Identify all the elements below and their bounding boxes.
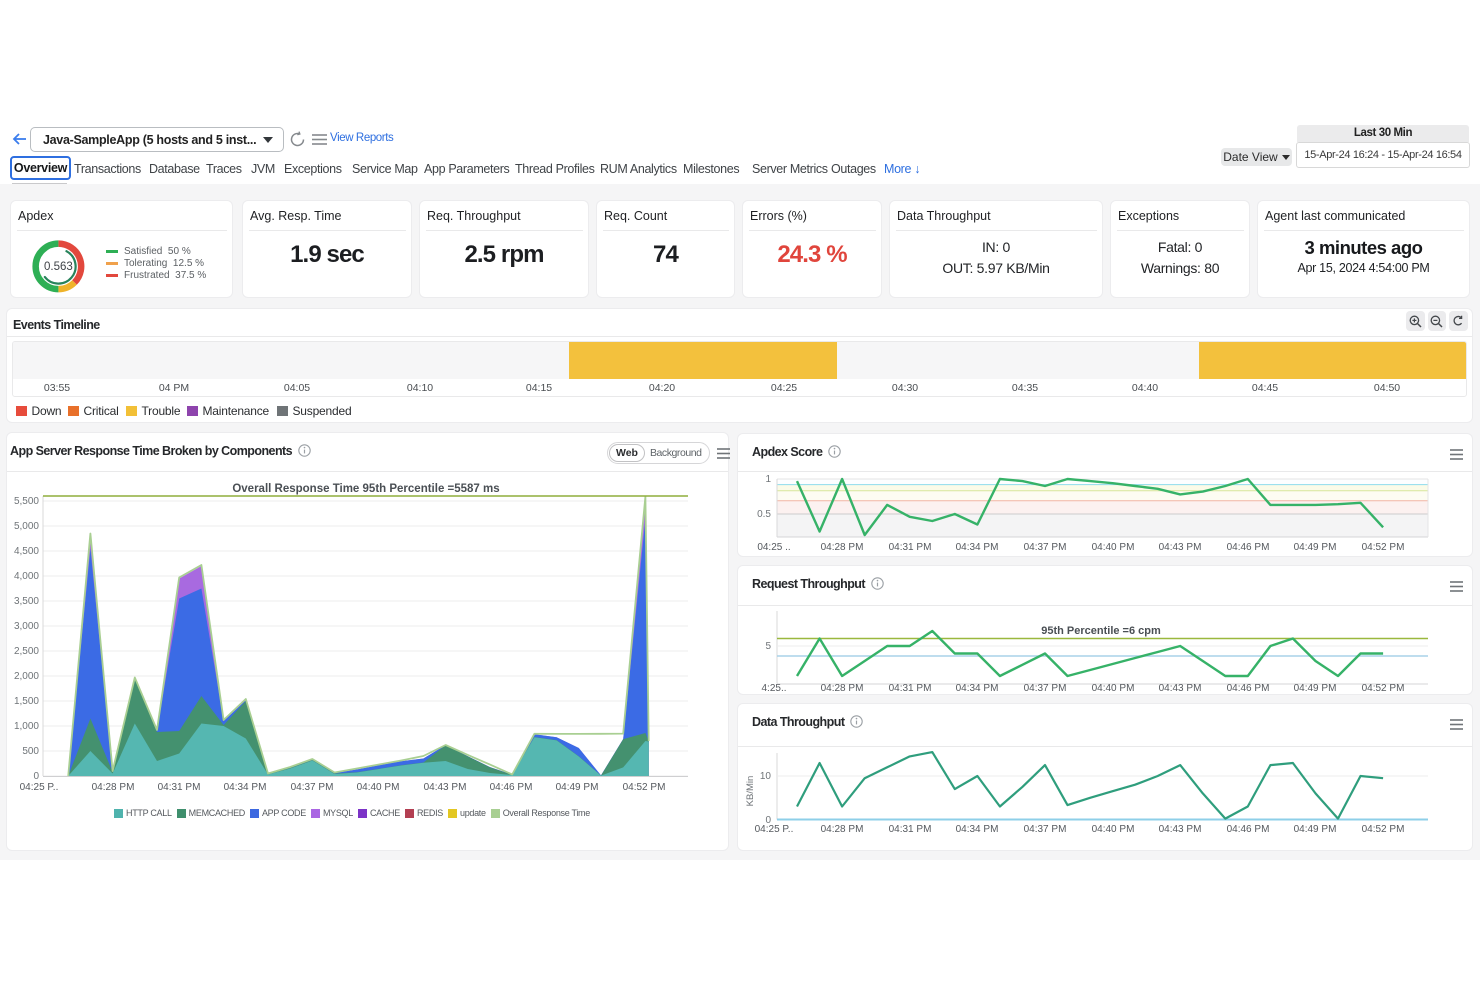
svg-text:04:49 PM: 04:49 PM <box>556 782 599 793</box>
svg-text:3,000: 3,000 <box>14 621 39 632</box>
svg-text:2,500: 2,500 <box>14 646 39 657</box>
svg-text:3,500: 3,500 <box>14 596 39 607</box>
svg-text:04:34 PM: 04:34 PM <box>224 782 267 793</box>
svg-text:04:43 PM: 04:43 PM <box>1159 683 1202 694</box>
svg-text:1,500: 1,500 <box>14 696 39 707</box>
svg-text:04:49 PM: 04:49 PM <box>1294 683 1337 694</box>
svg-text:04:25 P..: 04:25 P.. <box>755 824 794 835</box>
svg-text:04:34 PM: 04:34 PM <box>956 542 999 553</box>
svg-text:04:28 PM: 04:28 PM <box>821 683 864 694</box>
svg-text:04:43 PM: 04:43 PM <box>1159 542 1202 553</box>
svg-text:4,000: 4,000 <box>14 571 39 582</box>
svg-text:1: 1 <box>765 474 771 485</box>
svg-text:04:40 PM: 04:40 PM <box>1092 824 1135 835</box>
svg-text:04:52 PM: 04:52 PM <box>1362 683 1405 694</box>
svg-text:04:49 PM: 04:49 PM <box>1294 542 1337 553</box>
svg-text:04:37 PM: 04:37 PM <box>1024 542 1067 553</box>
svg-text:04:25 P..: 04:25 P.. <box>20 782 59 793</box>
svg-text:04:43 PM: 04:43 PM <box>424 782 467 793</box>
svg-text:04:40 PM: 04:40 PM <box>357 782 400 793</box>
svg-text:04:28 PM: 04:28 PM <box>821 824 864 835</box>
svg-text:04:40 PM: 04:40 PM <box>1092 683 1135 694</box>
svg-text:04:52 PM: 04:52 PM <box>1362 542 1405 553</box>
svg-text:4:25..: 4:25.. <box>761 683 786 694</box>
svg-text:04:52 PM: 04:52 PM <box>623 782 666 793</box>
svg-text:04:31 PM: 04:31 PM <box>889 542 932 553</box>
svg-text:04:31 PM: 04:31 PM <box>889 824 932 835</box>
svg-text:04:28 PM: 04:28 PM <box>821 542 864 553</box>
svg-text:5,000: 5,000 <box>14 521 39 532</box>
svg-text:04:31 PM: 04:31 PM <box>889 683 932 694</box>
svg-text:0: 0 <box>765 815 771 826</box>
svg-text:500: 500 <box>22 746 39 757</box>
svg-text:5: 5 <box>765 641 771 652</box>
svg-text:10: 10 <box>760 771 772 782</box>
svg-text:04:25 ..: 04:25 .. <box>757 542 790 553</box>
svg-text:04:46 PM: 04:46 PM <box>1227 542 1270 553</box>
svg-text:KB/Min: KB/Min <box>745 776 756 807</box>
svg-text:2,000: 2,000 <box>14 671 39 682</box>
svg-text:04:46 PM: 04:46 PM <box>490 782 533 793</box>
svg-text:04:49 PM: 04:49 PM <box>1294 824 1337 835</box>
svg-text:0: 0 <box>33 771 39 782</box>
svg-text:5,500: 5,500 <box>14 496 39 507</box>
svg-text:04:46 PM: 04:46 PM <box>1227 683 1270 694</box>
svg-text:0.563: 0.563 <box>44 261 73 273</box>
svg-text:0.5: 0.5 <box>757 509 771 520</box>
svg-text:04:37 PM: 04:37 PM <box>1024 824 1067 835</box>
svg-text:04:31 PM: 04:31 PM <box>158 782 201 793</box>
svg-text:04:34 PM: 04:34 PM <box>956 683 999 694</box>
svg-text:95th Percentile =6 cpm: 95th Percentile =6 cpm <box>1041 625 1161 637</box>
svg-text:4,500: 4,500 <box>14 546 39 557</box>
svg-text:Overall Response Time 95th Per: Overall Response Time 95th Percentile =5… <box>232 483 499 495</box>
svg-text:04:40 PM: 04:40 PM <box>1092 542 1135 553</box>
svg-text:04:37 PM: 04:37 PM <box>291 782 334 793</box>
svg-text:04:43 PM: 04:43 PM <box>1159 824 1202 835</box>
svg-text:04:46 PM: 04:46 PM <box>1227 824 1270 835</box>
svg-text:04:28 PM: 04:28 PM <box>92 782 135 793</box>
svg-text:1,000: 1,000 <box>14 721 39 732</box>
svg-text:04:52 PM: 04:52 PM <box>1362 824 1405 835</box>
svg-text:04:34 PM: 04:34 PM <box>956 824 999 835</box>
svg-text:04:37 PM: 04:37 PM <box>1024 683 1067 694</box>
